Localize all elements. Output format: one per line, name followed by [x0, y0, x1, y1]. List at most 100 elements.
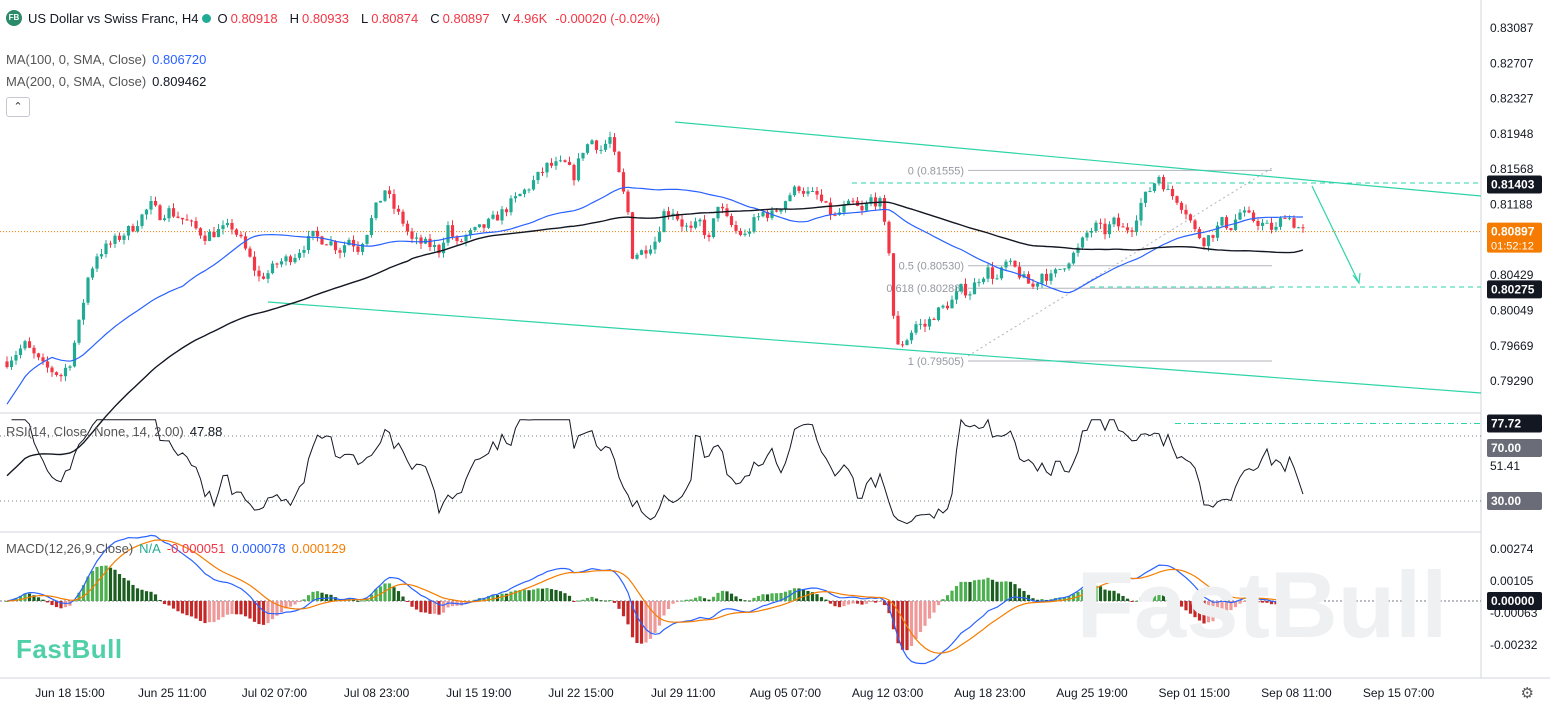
time-tick-label: Sep 08 11:00 — [1261, 686, 1332, 700]
macd-histogram-bar — [171, 601, 176, 609]
macd-histogram-bar — [671, 601, 675, 604]
ma100-legend[interactable]: MA(100, 0, SMA, Close) 0.806720 — [6, 52, 212, 67]
candle-body — [171, 208, 176, 217]
candle-body — [315, 230, 320, 237]
macd-histogram-bar — [612, 601, 617, 603]
macd-histogram-bar — [360, 600, 365, 602]
candle-body — [158, 205, 162, 221]
macd-histogram-bar — [927, 601, 932, 619]
macd-value: 0.000078 — [231, 541, 286, 556]
macd-histogram-bar — [968, 581, 972, 601]
price-label-text: 30.00 — [1491, 494, 1521, 508]
macd-histogram-bar — [945, 595, 950, 601]
price-axis[interactable]: 0.83087 0.82707 0.82327 0.81948 0.81568 0.811… — [1487, 21, 1542, 388]
macd-histogram-bar — [1242, 601, 1247, 602]
low-value: 0.80874 — [371, 10, 419, 26]
candle-body — [1188, 214, 1193, 221]
price-label-box — [1487, 222, 1542, 253]
candle-body — [522, 189, 527, 194]
macd-histogram-bar — [842, 601, 846, 607]
macd-histogram-bar — [585, 598, 590, 601]
macd-histogram-bar — [149, 591, 153, 601]
candle-body — [1121, 226, 1125, 228]
candle-body — [860, 205, 864, 211]
macd-histogram-bar — [90, 570, 95, 601]
macd-histogram-bar — [383, 583, 387, 601]
candle-body — [207, 231, 212, 241]
macd-histogram-bar — [932, 601, 936, 613]
candle-body — [572, 164, 576, 181]
macd-histogram-bar — [707, 599, 711, 601]
trend-channel — [0, 121, 1482, 394]
candle-body — [1175, 196, 1179, 203]
macd-histogram-bar — [72, 600, 77, 602]
price-label-text: 0.00000 — [1491, 594, 1535, 608]
ma200-value: 0.809462 — [152, 74, 207, 89]
candle-body — [1157, 176, 1161, 184]
candle-body — [1071, 252, 1076, 264]
candle-body — [707, 235, 711, 238]
ma200-legend[interactable]: MA(200, 0, SMA, Close) 0.809462 — [6, 74, 212, 89]
candle-body — [342, 245, 347, 253]
macd-histogram-bar — [315, 591, 320, 601]
macd-histogram-bar — [779, 592, 783, 601]
macd-histogram-bar — [599, 600, 603, 602]
candle-body — [486, 218, 491, 228]
macd-histogram-bar — [963, 581, 968, 601]
symbol-logo-icon: FB — [6, 10, 22, 26]
macd-histogram-bar — [531, 589, 536, 601]
candle-body — [675, 213, 680, 220]
macd-histogram-bar — [995, 581, 999, 601]
moving-averages — [6, 186, 1304, 477]
candle-body — [720, 206, 725, 209]
candle-body — [1035, 283, 1040, 287]
macd-histogram-bar — [198, 601, 203, 621]
macd-histogram-bar — [63, 601, 68, 608]
candle-body — [63, 367, 68, 377]
macd-histogram-bar — [441, 601, 446, 613]
candle-body — [185, 219, 189, 221]
macd-histogram-bar — [14, 598, 18, 601]
candle-body — [360, 243, 365, 252]
candle-body — [194, 221, 198, 229]
gear-icon[interactable]: ⚙ — [1520, 685, 1534, 702]
macd-histogram-bar — [1215, 601, 1220, 618]
macd-histogram-bar — [1269, 601, 1274, 605]
candle-body — [198, 228, 203, 236]
macd-histogram-bar — [185, 601, 189, 616]
macd-histogram-bar — [257, 601, 261, 625]
macd-histogram-bar — [558, 591, 563, 601]
candle-body — [495, 214, 500, 221]
candle-body — [104, 243, 108, 255]
macd-histogram-bar — [144, 591, 149, 601]
candle-body — [81, 302, 86, 320]
candle-body — [437, 244, 441, 254]
candle-body — [909, 332, 914, 341]
macd-histogram-bar — [590, 596, 594, 601]
candle-body — [1251, 212, 1256, 221]
candle-body — [248, 248, 252, 257]
macd-histogram-bar — [176, 601, 180, 612]
time-axis[interactable]: Jun 18 15:00 Jun 25 11:00 Jul 02 07:00 Jul … — [35, 686, 1434, 700]
macd-histogram-bar — [230, 601, 234, 615]
rsi-line — [11, 418, 1304, 525]
macd-histogram-bar — [891, 601, 896, 630]
macd-legend[interactable]: MACD(12,26,9,Close) N/A -0.000051 0.0000… — [6, 541, 352, 556]
collapse-legend-button[interactable]: ⌃ — [6, 97, 30, 117]
candle-body — [383, 190, 387, 201]
macd-histogram-bar — [491, 594, 495, 601]
macd-histogram-bar — [549, 589, 554, 601]
macd-histogram-bar — [1035, 599, 1040, 601]
price-label-box — [1487, 592, 1542, 610]
candle-body — [387, 190, 392, 195]
candle-body — [747, 231, 752, 234]
macd-histogram-bar — [122, 577, 126, 601]
candle-body — [612, 137, 617, 152]
rsi-legend[interactable]: RSI(14, Close, None, 14, 2.00) 47.88 — [6, 424, 228, 439]
fastbull-logo: FastBull — [16, 634, 123, 664]
macd-histogram-bar — [302, 599, 306, 601]
candle-body — [536, 171, 540, 181]
candle-body — [18, 348, 23, 356]
candle-body — [936, 307, 941, 320]
